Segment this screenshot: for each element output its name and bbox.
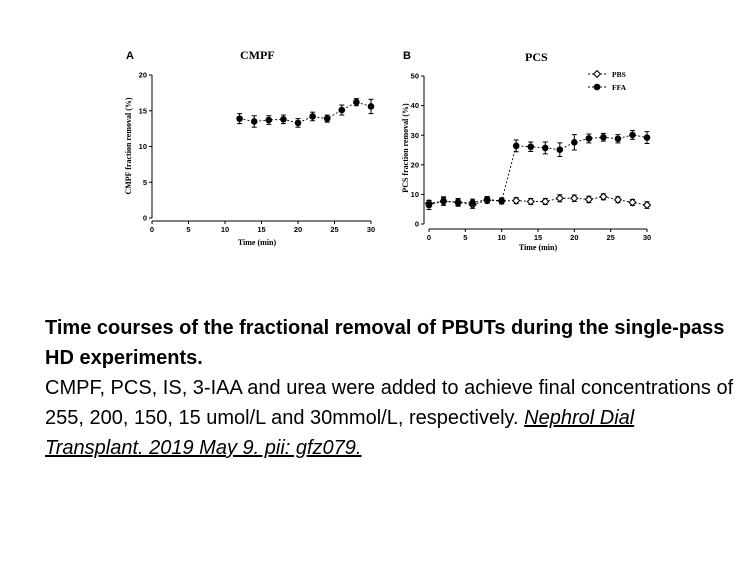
- caption-title: Time courses of the fractional removal o…: [45, 317, 725, 369]
- series-line: [239, 101, 372, 124]
- panel-b-series: [424, 129, 652, 210]
- y-tick-label: 0: [143, 214, 147, 223]
- x-tick-label: 0: [427, 233, 431, 242]
- panel-b-legend: PBS FFA: [588, 70, 627, 92]
- panel-a-series: [236, 98, 375, 128]
- series-cmpf: [236, 98, 375, 128]
- data-point: [613, 195, 623, 204]
- x-tick-label: 20: [570, 233, 578, 242]
- x-tick-label: 5: [186, 225, 190, 234]
- data-point: [353, 98, 360, 106]
- data-point: [425, 201, 433, 209]
- data-point: [614, 135, 622, 143]
- x-tick-label: 10: [221, 225, 229, 234]
- data-point: [323, 115, 331, 122]
- y-tick-label: 40: [411, 101, 419, 110]
- caption-citation-link[interactable]: Nephrol Dial Transplant. 2019 May 9. pii…: [45, 407, 635, 459]
- y-tick-label: 10: [139, 142, 147, 151]
- series-ffa: [425, 129, 651, 210]
- y-tick-label: 10: [411, 190, 419, 199]
- panel-b-letter: B: [403, 50, 411, 62]
- data-point: [512, 196, 521, 205]
- y-tick-label: 20: [411, 160, 419, 169]
- panel-a-axes: 0 5 10 15 20 0 5 10 15 20 25 30: [139, 71, 376, 234]
- data-point: [526, 197, 535, 206]
- panel-b-chart: B PCS PCS fraction removal (%) Time (min…: [401, 50, 652, 252]
- data-point: [584, 195, 594, 204]
- data-point: [483, 196, 491, 203]
- x-tick-label: 25: [330, 225, 338, 234]
- legend-label: FFA: [612, 83, 627, 92]
- data-point: [599, 192, 608, 201]
- x-tick-label: 30: [367, 225, 375, 234]
- data-point: [541, 197, 550, 206]
- x-tick-label: 15: [257, 225, 265, 234]
- data-point: [498, 197, 505, 205]
- data-point: [527, 143, 535, 151]
- data-point: [265, 116, 273, 124]
- data-point: [556, 146, 564, 154]
- y-tick-label: 20: [139, 71, 147, 80]
- data-point: [555, 194, 564, 203]
- panel-a-y-axis-label: CMPF fraction removal (%): [124, 97, 133, 194]
- data-point: [600, 133, 607, 141]
- panel-a-title: CMPF: [240, 48, 275, 62]
- x-tick-label: 0: [150, 225, 154, 234]
- legend-label: PBS: [612, 70, 626, 79]
- data-point: [469, 199, 476, 206]
- data-point: [236, 115, 243, 122]
- y-tick-label: 30: [411, 131, 419, 140]
- panel-a-letter: A: [126, 50, 134, 62]
- data-point: [642, 200, 652, 210]
- data-point: [585, 135, 593, 142]
- data-point: [628, 198, 637, 207]
- data-point: [309, 113, 316, 120]
- data-point: [280, 116, 287, 123]
- legend-marker: [593, 83, 601, 91]
- legend-marker: [592, 69, 602, 79]
- y-tick-label: 0: [415, 220, 419, 229]
- data-point: [454, 199, 462, 206]
- x-tick-label: 10: [497, 233, 505, 242]
- panel-b-y-axis-label: PCS fraction removal (%): [401, 103, 410, 193]
- data-point: [643, 134, 651, 141]
- data-point: [570, 194, 579, 203]
- data-point: [571, 139, 578, 146]
- caption-body: CMPF, PCS, IS, 3-IAA and urea were added…: [45, 377, 734, 429]
- panel-b-title: PCS: [525, 50, 548, 64]
- figure: A CMPF CMPF fraction removal (%) Time (m…: [124, 48, 652, 252]
- data-point: [250, 118, 258, 125]
- data-point: [440, 197, 447, 205]
- x-tick-label: 20: [294, 225, 302, 234]
- x-tick-label: 30: [643, 233, 651, 242]
- panel-a-chart: A CMPF CMPF fraction removal (%) Time (m…: [124, 48, 375, 247]
- panel-a-x-axis-label: Time (min): [238, 238, 277, 247]
- data-point: [338, 106, 346, 114]
- data-point: [367, 103, 375, 110]
- data-point: [294, 119, 302, 127]
- panel-b-x-axis-label: Time (min): [519, 243, 558, 252]
- data-point: [541, 144, 549, 152]
- y-tick-label: 15: [139, 106, 147, 115]
- series-line: [428, 134, 648, 206]
- data-point: [629, 131, 636, 139]
- series-line: [428, 196, 648, 206]
- y-tick-label: 5: [143, 178, 147, 187]
- x-tick-label: 15: [534, 233, 542, 242]
- figure-caption: Time courses of the fractional removal o…: [45, 313, 735, 463]
- x-tick-label: 25: [606, 233, 614, 242]
- data-point: [512, 142, 520, 150]
- x-tick-label: 5: [463, 233, 467, 242]
- panel-b-axes: 0 10 20 30 40 50 0 5 10 15 20 25 30: [411, 72, 652, 242]
- y-tick-label: 50: [411, 72, 419, 81]
